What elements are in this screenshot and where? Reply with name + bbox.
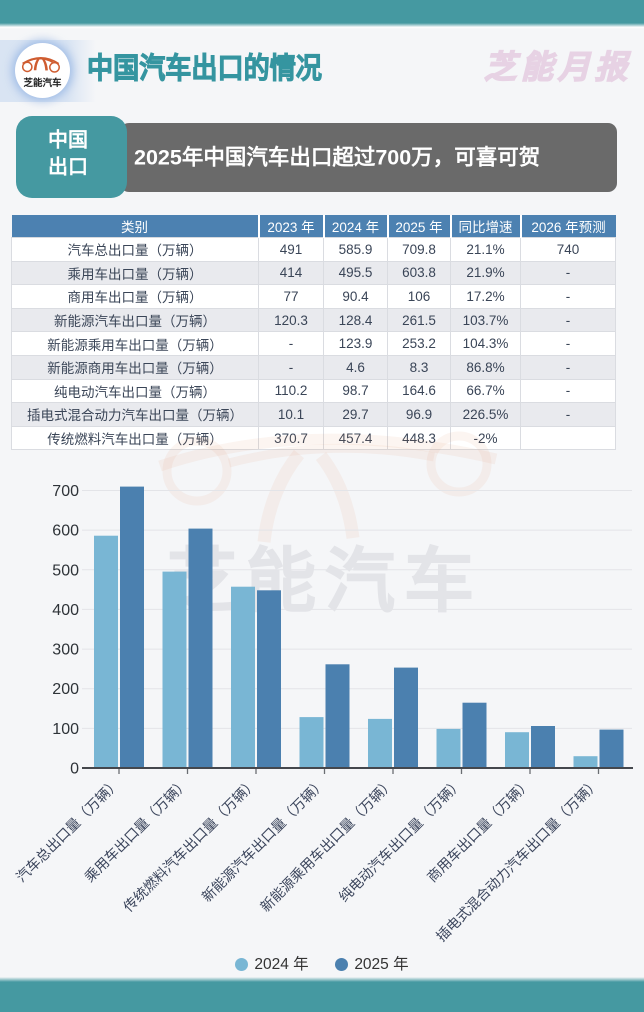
svg-text:新能源汽车出口量（万辆）: 新能源汽车出口量（万辆） xyxy=(199,775,329,905)
svg-text:100: 100 xyxy=(52,721,79,738)
svg-text:0: 0 xyxy=(70,761,79,778)
svg-text:500: 500 xyxy=(52,562,79,579)
svg-text:700: 700 xyxy=(52,483,79,500)
svg-text:纯电动汽车出口量（万辆）: 纯电动汽车出口量（万辆） xyxy=(336,775,466,905)
svg-text:300: 300 xyxy=(52,642,79,659)
svg-text:传统燃料汽车出口量（万辆）: 传统燃料汽车出口量（万辆） xyxy=(120,775,260,915)
svg-text:新能源乘用车出口量（万辆）: 新能源乘用车出口量（万辆） xyxy=(257,775,397,915)
svg-text:400: 400 xyxy=(52,602,79,619)
svg-text:200: 200 xyxy=(52,681,79,698)
svg-text:600: 600 xyxy=(52,523,79,540)
